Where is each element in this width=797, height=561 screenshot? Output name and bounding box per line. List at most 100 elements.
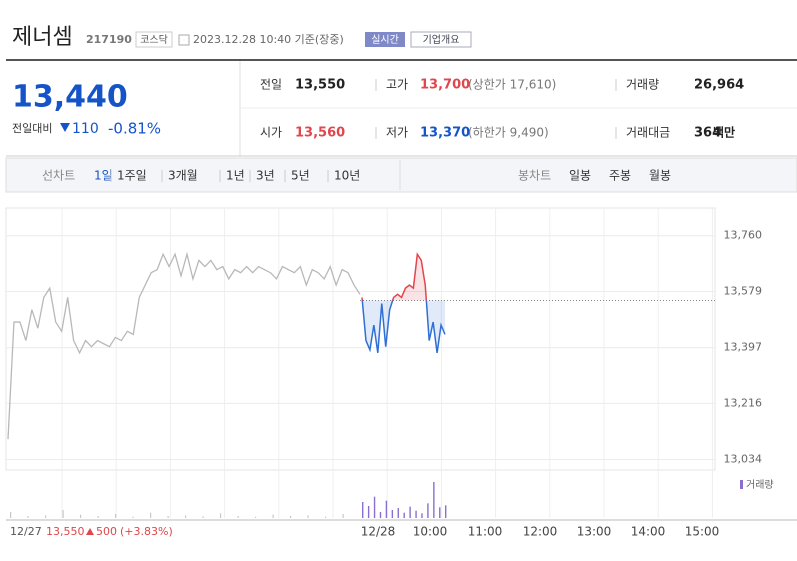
volume-bar <box>427 503 429 518</box>
up-arrow <box>86 528 94 535</box>
volume-bar <box>62 510 64 518</box>
x-tick-label: 14:00 <box>631 525 666 539</box>
volume-bar <box>150 512 152 518</box>
volume-legend: 거래량 <box>746 479 774 491</box>
field-extra: (하한가 9,490) <box>468 126 549 140</box>
field-value: 13,550 <box>295 78 345 93</box>
volume-bar <box>325 516 327 518</box>
field-value: 13,700 <box>420 78 470 93</box>
volume-bar <box>272 514 274 518</box>
x-tick-label: 11:00 <box>468 525 503 539</box>
x-tick-label: 12:00 <box>523 525 558 539</box>
volume-bar <box>220 513 222 518</box>
x-tick-label: 13:00 <box>577 525 612 539</box>
x-tick-label: 15:00 <box>685 525 720 539</box>
tab[interactable]: 월봉 <box>649 169 671 183</box>
field-label: 저가 <box>386 126 408 140</box>
company[interactable]: 기업개요 <box>423 33 460 46</box>
footer-change: 500 <box>96 525 117 538</box>
volume-bar <box>403 512 405 518</box>
clock-icon <box>178 34 190 46</box>
field-value: 26,964 <box>694 78 744 93</box>
volume-bar <box>415 510 417 518</box>
volume-bar <box>45 515 47 518</box>
volume-bar <box>362 502 364 518</box>
footer-date: 12/27 <box>10 525 42 538</box>
y-tick-label: 13,760 <box>724 229 763 242</box>
volume-bar <box>385 500 388 518</box>
volume-bar <box>167 516 169 518</box>
tab-label: 선차트 <box>42 169 75 183</box>
volume-bar <box>409 506 411 518</box>
change-pct: -0.81% <box>108 120 161 138</box>
tab[interactable]: 일봉 <box>569 169 591 183</box>
field-label: 거래대금 <box>626 126 670 140</box>
field-unit: 백만 <box>713 125 735 140</box>
field-label: 거래량 <box>626 78 659 92</box>
volume-bar <box>307 515 309 518</box>
price-line-up <box>361 252 428 301</box>
area-up <box>362 254 427 301</box>
volume-bar <box>202 516 204 518</box>
volume-bar <box>397 508 399 518</box>
footer-change-pct: (+3.83%) <box>120 525 173 538</box>
y-tick-label: 13,216 <box>724 396 763 409</box>
tab-label: 봉차트 <box>518 169 551 183</box>
field-extra: (상한가 17,610) <box>468 78 556 92</box>
plot-frame <box>5 207 716 471</box>
volume-bar <box>97 516 99 518</box>
stock-code: 217190 <box>86 33 132 46</box>
volume-bar <box>185 515 187 518</box>
volume-legend-marker <box>740 480 743 489</box>
realtime-badge[interactable] <box>365 32 405 47</box>
field-value: 13,560 <box>295 126 345 141</box>
tab[interactable]: 1주일 <box>117 169 147 183</box>
stock-name: 제너셈 <box>12 25 73 50</box>
volume-bar <box>27 516 29 518</box>
x-tick-label: 10:00 <box>413 525 448 539</box>
tab[interactable]: 1일 <box>94 169 113 183</box>
tab[interactable]: 1년 <box>226 169 245 183</box>
volume-bar <box>237 516 239 518</box>
price-line-prev <box>7 251 361 440</box>
volume-bar <box>445 505 447 518</box>
volume-bar <box>367 506 370 518</box>
tab[interactable]: 3개월 <box>168 169 198 183</box>
volume-bar <box>10 512 12 518</box>
change: 110 <box>72 121 99 137</box>
x-tick-label: 12/28 <box>361 525 396 539</box>
y-tick-label: 13,034 <box>724 453 763 466</box>
company-button[interactable] <box>410 31 472 48</box>
volume-bar <box>115 514 117 518</box>
area-down <box>362 300 445 353</box>
down-arrow <box>60 123 70 132</box>
volume-bar <box>132 516 134 518</box>
field-value: 13,370 <box>420 126 470 141</box>
field-value: 364 <box>694 126 721 141</box>
field-label: 고가 <box>386 78 408 92</box>
volume-bar <box>421 513 423 518</box>
price-line-down <box>361 300 446 353</box>
market: 코스닥 <box>140 34 168 46</box>
change-label: 전일대비 <box>12 121 52 135</box>
tab[interactable]: 3년 <box>256 169 275 183</box>
volume-bar <box>373 496 376 518</box>
price: 13,440 <box>12 80 128 115</box>
tab[interactable]: 주봉 <box>609 169 631 183</box>
y-tick-label: 13,397 <box>724 341 763 354</box>
realtime[interactable]: 실시간 <box>371 34 399 46</box>
footer-close: 13,550 <box>46 525 85 538</box>
volume-bar <box>290 516 292 518</box>
tab-bar <box>5 157 797 193</box>
timestamp: 2023.12.28 10:40 기준(장중) <box>193 33 344 46</box>
volume-bar <box>379 512 382 518</box>
volume-bar <box>255 516 257 518</box>
tab[interactable]: 5년 <box>291 169 310 183</box>
volume-bar <box>342 514 344 518</box>
tab[interactable]: 10년 <box>334 169 360 183</box>
volume-bar <box>80 514 82 518</box>
y-tick-label: 13,579 <box>724 285 763 298</box>
field-label: 전일 <box>260 78 282 92</box>
field-label: 시가 <box>260 126 282 140</box>
